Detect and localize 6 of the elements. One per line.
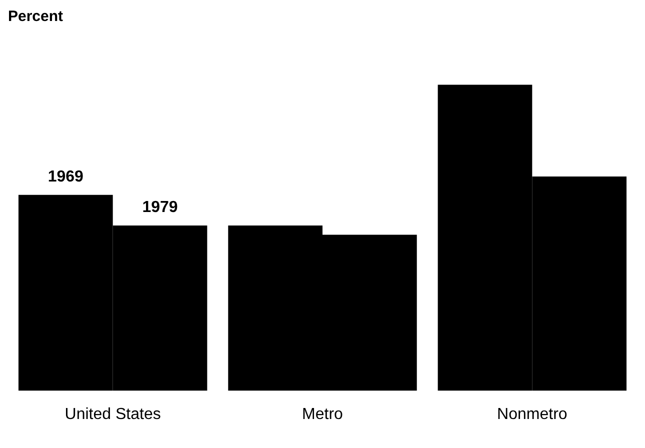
- y-axis-title: Percent: [8, 8, 64, 27]
- x-tick-label: Nonmetro: [497, 406, 568, 423]
- series-label: 1969: [48, 168, 84, 186]
- series-label: 1979: [142, 198, 178, 216]
- x-tick-label: Metro: [302, 406, 344, 423]
- x-tick-label: United States: [64, 406, 161, 423]
